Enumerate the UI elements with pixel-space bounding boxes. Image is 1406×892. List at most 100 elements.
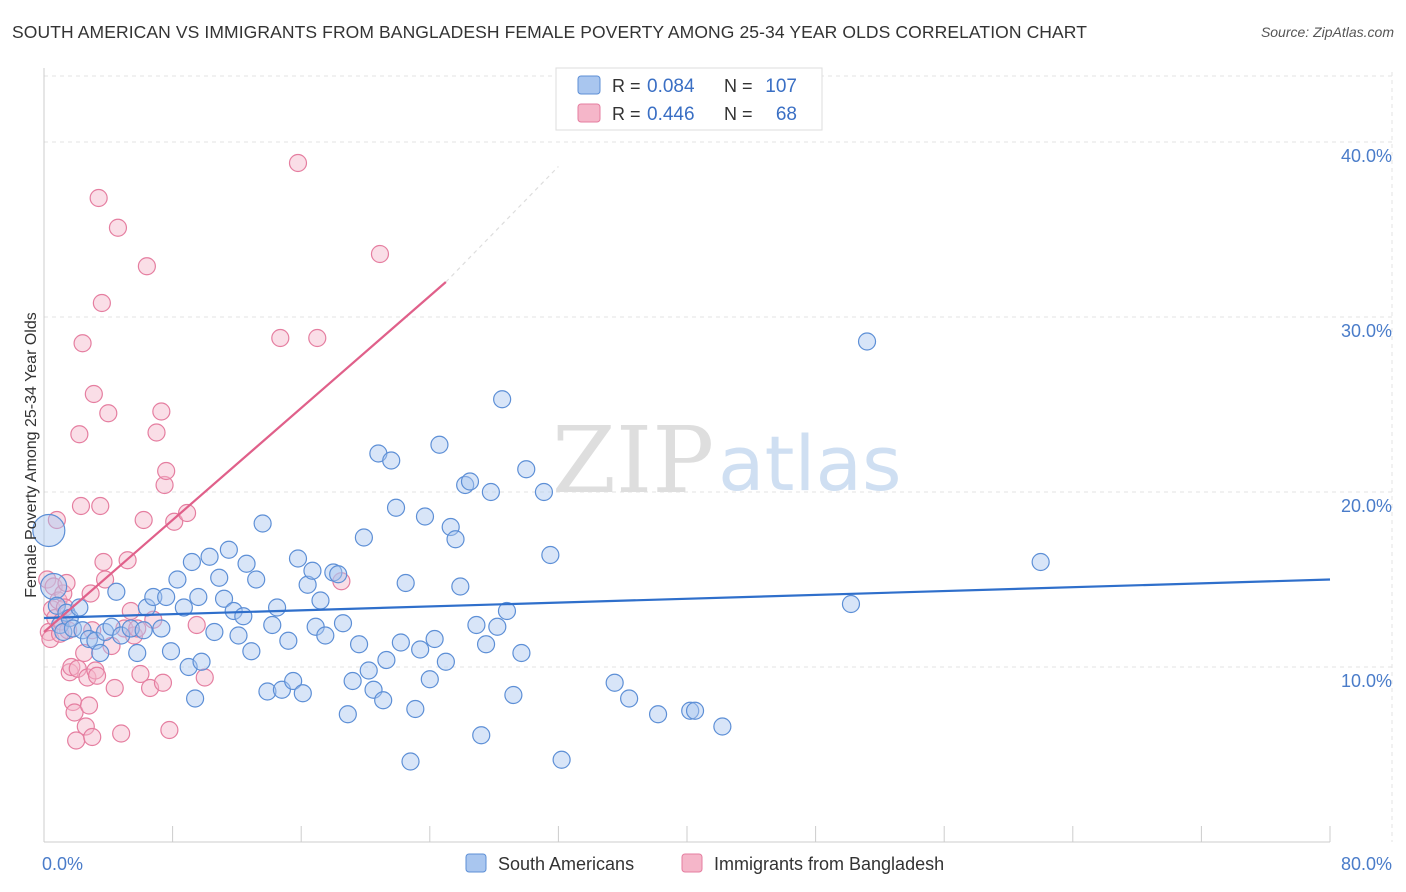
south-americans-point-79 [430,435,449,454]
south-americans-point-23 [157,587,176,607]
south-americans-point-44 [258,682,277,701]
south-americans-point-41 [242,642,261,661]
bangladesh-point-56 [160,720,179,740]
y-axis-title: Female Poverty Among 25-34 Year Olds [23,312,40,598]
south-americans-point-103 [685,701,705,720]
watermark-atlas: atlas [718,419,902,508]
south-americans-point-55 [311,591,330,610]
x-tick-max: 80.0% [1341,854,1392,874]
south-americans-point-28 [182,552,201,572]
south-americans-point-82 [446,530,465,549]
south-americans-point-71 [391,633,410,652]
legend-box: R = 0.084 N = 107 R = 0.446 N = 68 [555,67,823,131]
south-americans-point-40 [237,554,256,573]
south-americans-point-69 [382,451,401,470]
south-americans-point-105 [841,594,861,614]
bangladesh-point-20 [70,425,89,444]
south-americans-point-64 [359,661,378,680]
bangladesh-point-52 [147,423,166,442]
bangladesh-point-66 [153,673,173,692]
bangladesh-point-55 [157,461,176,481]
y-tick-labels: 10.0% 20.0% 30.0% 40.0% [1341,146,1392,691]
south-americans-point-95 [517,460,536,479]
bangladesh-point-59 [187,615,206,635]
legend-swatch-blue [577,75,601,95]
south-americans-point-94 [512,643,531,663]
bangladesh-point-41 [112,724,131,743]
south-americans-point-89 [481,482,500,502]
south-americans-point-26 [174,598,193,617]
south-americans-point-93 [504,685,523,705]
bangladesh-point-58 [177,503,197,523]
bangladesh-point-29 [84,384,103,404]
south-americans-point-24 [161,642,181,661]
bangladesh-point-40 [108,218,128,237]
south-americans-point-39 [234,607,253,626]
south-americans-point-85 [460,472,480,491]
bangladesh-point-31 [87,666,107,685]
south-americans-point-63 [354,528,373,547]
south-americans-point-86 [467,615,486,635]
bangladesh-point-60 [195,668,214,687]
south-americans-point-36 [219,540,238,559]
bangladesh-point-62 [288,153,308,173]
south-americans-point-45 [263,615,282,635]
legend-r-label-2: R = [612,104,641,124]
bangladesh-point-47 [131,664,150,684]
bottom-legend-bangladesh: Immigrants from Bangladesh [714,854,944,874]
south-americans-point-68 [377,650,396,670]
bangladesh-point-53 [152,402,171,421]
bangladesh-trend-extension [445,166,559,283]
legend-n-label-1: N = [724,76,753,96]
bangladesh-point-35 [94,552,113,572]
south-americans-point-49 [284,671,303,691]
series-south-americans-points [32,332,1050,771]
legend-n-label-2: N = [724,104,753,124]
bangladesh-point-57 [165,512,184,531]
south-americans-point-107 [1031,552,1050,572]
south-americans-point-10 [79,629,99,649]
south-americans-point-50 [288,549,308,568]
bottom-legend-south-americans: South Americans [498,854,634,874]
south-americans-point-53 [303,561,322,580]
south-americans-point-18 [128,643,147,663]
south-americans-point-92 [497,601,517,621]
y-tick-label-30: 30.0% [1341,321,1392,341]
y-tick-label-20: 20.0% [1341,496,1392,516]
south-americans-point-104 [713,717,732,736]
south-americans-point-58 [329,565,348,584]
legend-n-value-1: 107 [765,76,797,97]
bangladesh-point-22 [73,334,92,353]
legend-r-value-1: 0.084 [647,76,695,97]
bangladesh-point-48 [134,510,153,530]
bangladesh-point-26 [79,696,99,715]
south-americans-point-2 [47,596,66,615]
south-americans-point-91 [493,390,512,409]
axes [43,68,1331,843]
south-americans-point-73 [401,752,420,771]
south-americans-point-42 [247,570,266,589]
south-americans-point-48 [279,631,298,650]
bangladesh-point-15 [62,657,81,677]
bangladesh-point-32 [89,188,108,208]
legend-r-value-2: 0.446 [647,104,695,125]
bangladesh-point-44 [121,601,140,621]
south-americans-point-22 [152,619,171,638]
south-americans-point-78 [425,629,444,649]
south-americans-point-97 [541,545,560,565]
gridlines [44,72,1393,842]
series-bangladesh-points [38,153,390,750]
south-americans-trend-line [43,578,1331,620]
bangladesh-point-54 [155,475,174,495]
watermark: ZIP atlas [552,407,902,514]
bangladesh-point-49 [137,257,156,276]
south-americans-point-74 [406,699,425,719]
south-americans-point-25 [168,570,187,589]
south-americans-point-56 [316,626,335,645]
south-americans-point-72 [396,573,415,593]
bangladesh-point-65 [370,244,390,264]
legend-swatch-pink [577,103,601,123]
bottom-legend: South Americans Immigrants from Banglade… [465,853,944,874]
bangladesh-point-23 [75,643,94,663]
south-americans-point-84 [456,475,475,495]
